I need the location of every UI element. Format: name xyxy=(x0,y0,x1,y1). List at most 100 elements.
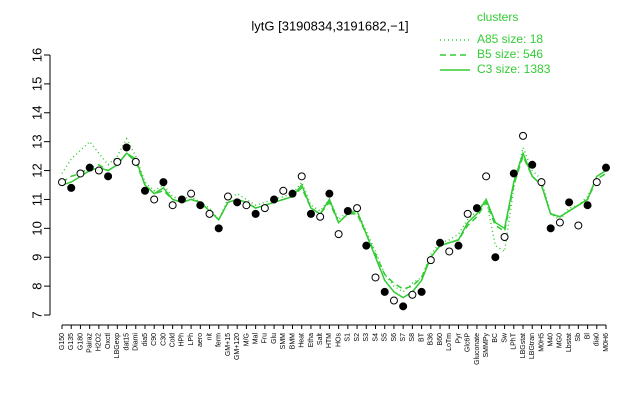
point xyxy=(113,157,122,166)
point xyxy=(509,169,518,178)
point xyxy=(417,287,426,296)
x-tick-label: Bl xyxy=(584,333,591,340)
y-tick-label: 15 xyxy=(29,77,44,91)
point xyxy=(583,201,592,210)
point xyxy=(472,204,481,213)
series-line xyxy=(61,152,607,290)
x-tick-label: MG0 xyxy=(557,333,564,348)
x-tick-label: Salt xyxy=(317,333,324,345)
x-tick-label: BT xyxy=(418,332,425,342)
y-tick-label: 8 xyxy=(29,282,44,289)
x-tick-label: LoTm xyxy=(446,333,453,351)
y-tick-label: 10 xyxy=(29,221,44,235)
point xyxy=(500,233,509,241)
x-tick-label: LBGtran xyxy=(529,333,536,359)
point xyxy=(399,302,408,311)
x-tick-label: HOs xyxy=(335,333,342,348)
y-tick-label: 12 xyxy=(29,163,44,177)
x-tick-label: Sb xyxy=(575,333,582,342)
x-tick-label: C30 xyxy=(160,333,167,346)
x-tick-label: S4 xyxy=(372,333,379,342)
point xyxy=(325,189,334,198)
point xyxy=(343,207,352,215)
x-tick-label: M/G xyxy=(243,333,250,346)
point xyxy=(214,224,223,233)
x-tick-label: Glu xyxy=(271,333,278,344)
point xyxy=(463,209,472,218)
point xyxy=(76,169,85,178)
x-tick-label: S6 xyxy=(391,333,398,342)
x-tick-label: Gluconate xyxy=(474,333,481,365)
point xyxy=(187,189,196,198)
series-line xyxy=(61,151,607,299)
point xyxy=(242,201,251,210)
x-tick-label: dat15 xyxy=(123,333,130,351)
point xyxy=(131,157,140,166)
point xyxy=(574,221,583,230)
point xyxy=(555,218,564,227)
point xyxy=(380,287,389,296)
y-tick-label: 16 xyxy=(29,48,44,62)
point xyxy=(491,253,500,262)
point xyxy=(279,186,288,195)
legend-label: A85 size: 18 xyxy=(477,32,543,46)
x-tick-label: Mal xyxy=(252,333,259,345)
point xyxy=(528,160,537,169)
x-tick-label: Fru xyxy=(262,333,269,344)
x-tick-label: Lbstat xyxy=(566,333,573,352)
point xyxy=(168,201,177,210)
x-tick-label: LPh xyxy=(188,333,195,346)
legend-title: clusters xyxy=(477,10,518,24)
x-tick-label: M0H5 xyxy=(538,333,545,352)
x-tick-label: BMM xyxy=(289,333,296,350)
x-tick-label: Sw xyxy=(501,332,508,343)
x-tick-label: H2O2 xyxy=(96,333,103,351)
point xyxy=(94,166,103,175)
x-tick-label: Pyr xyxy=(455,332,462,343)
x-tick-label: GM+120 xyxy=(234,333,241,360)
x-tick-label: S1 xyxy=(345,333,352,342)
point xyxy=(546,224,555,233)
point xyxy=(177,195,186,204)
x-tick-label: M40 xyxy=(548,333,555,347)
series-line xyxy=(61,137,607,293)
x-tick-label: LBGexp xyxy=(114,333,121,358)
point xyxy=(445,247,454,256)
point xyxy=(408,290,417,299)
x-tick-label: Glc6P xyxy=(465,333,472,352)
point xyxy=(426,256,435,265)
point xyxy=(306,209,315,218)
point xyxy=(454,241,463,250)
point xyxy=(592,178,601,187)
x-tick-label: HPh xyxy=(179,333,186,347)
x-tick-label: S5 xyxy=(382,333,389,342)
x-tick-label: G180 xyxy=(77,333,84,350)
point xyxy=(362,241,371,250)
point xyxy=(519,131,528,140)
point xyxy=(251,209,260,218)
x-tick-label: C90 xyxy=(151,333,158,346)
point xyxy=(150,195,159,204)
point xyxy=(159,178,168,187)
y-tick-label: 13 xyxy=(29,134,44,148)
x-tick-label: S2 xyxy=(354,333,361,342)
x-tick-label: SMMPy xyxy=(483,333,490,358)
x-tick-label: B60 xyxy=(437,333,444,346)
y-tick-label: 14 xyxy=(29,106,44,120)
point xyxy=(233,198,242,207)
legend-label: C3 size: 1383 xyxy=(477,62,551,76)
x-tick-label: GM+15 xyxy=(225,333,232,356)
point xyxy=(67,183,76,192)
x-tick-label: nit xyxy=(206,333,213,340)
plot-area xyxy=(58,55,612,315)
point xyxy=(205,209,214,218)
point xyxy=(223,192,232,201)
point xyxy=(565,198,574,207)
x-tick-label: Oxctl xyxy=(105,333,112,349)
point xyxy=(270,195,279,204)
point xyxy=(537,178,546,187)
point xyxy=(140,186,149,195)
x-tick-label: dia5 xyxy=(142,333,149,346)
